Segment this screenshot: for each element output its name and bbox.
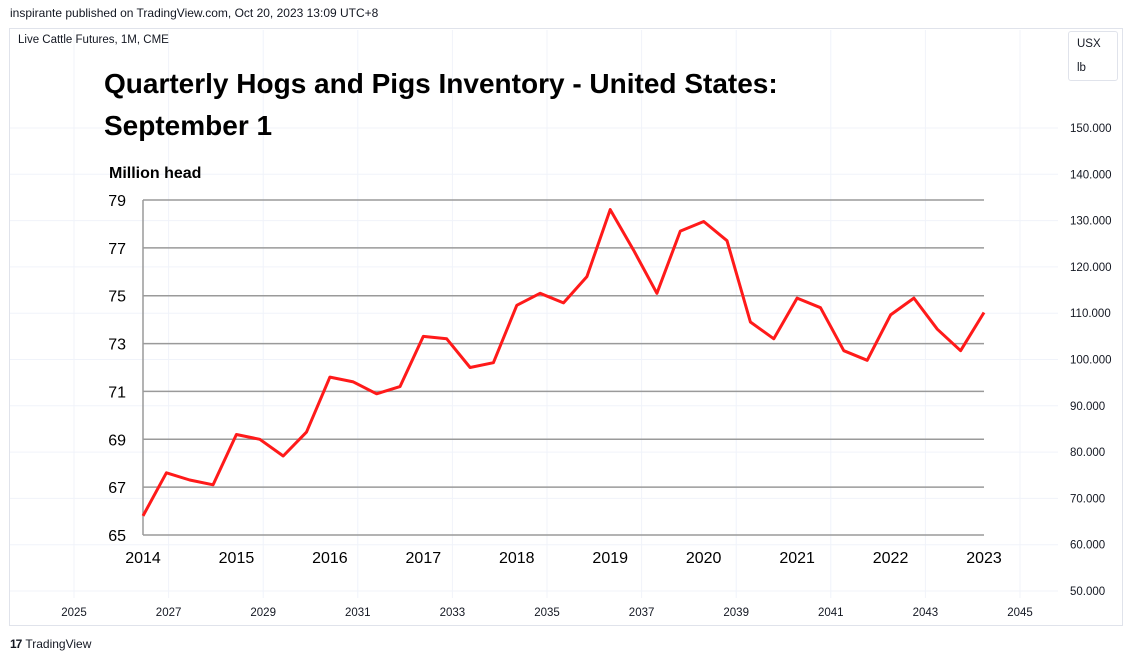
y-tick-label: 69 xyxy=(108,432,126,449)
x-tick-label: 2021 xyxy=(779,550,815,567)
x-axis-ticks: 2014 2015 2016 2017 2018 2019 2020 2021 2022 2023 xyxy=(125,550,1002,567)
tv-price-label: 120.000 xyxy=(1070,262,1112,274)
x-tick-label: 2018 xyxy=(499,550,535,567)
y-axis-ticks: 65 67 69 71 73 75 77 79 xyxy=(108,193,126,545)
tradingview-grid xyxy=(10,30,1058,598)
inventory-chart: Quarterly Hogs and Pigs Inventory - Unit… xyxy=(104,68,1002,567)
tv-price-label: 80.000 xyxy=(1070,447,1105,459)
tv-time-label: 2035 xyxy=(534,607,560,619)
x-tick-label: 2016 xyxy=(312,550,348,567)
y-tick-label: 73 xyxy=(108,337,126,354)
series-line xyxy=(141,208,986,517)
x-tick-label: 2022 xyxy=(873,550,909,567)
x-tick-label: 2019 xyxy=(592,550,628,567)
symbol-legend[interactable]: Live Cattle Futures, 1M, CME xyxy=(18,34,169,46)
chart-frame[interactable] xyxy=(9,28,1123,626)
tv-price-label: 150.000 xyxy=(1070,123,1112,135)
tradingview-time-axis: 2025 2027 2029 2031 2033 2035 2037 2039 2041 2043… xyxy=(61,607,1033,619)
x-tick-label: 2014 xyxy=(125,550,161,567)
y-tick-label: 67 xyxy=(108,480,126,497)
unit-selector[interactable]: USX lb xyxy=(1068,31,1118,81)
tv-time-label: 2041 xyxy=(818,607,844,619)
tv-time-label: 2043 xyxy=(913,607,939,619)
tv-price-label: 100.000 xyxy=(1070,355,1112,367)
tv-time-label: 2027 xyxy=(156,607,182,619)
tv-time-label: 2025 xyxy=(61,607,87,619)
y-axis-label: Million head xyxy=(109,165,201,182)
tv-price-label: 70.000 xyxy=(1070,493,1105,505)
measure-unit[interactable]: lb xyxy=(1077,62,1086,74)
y-tick-label: 79 xyxy=(108,193,126,210)
tv-time-label: 2033 xyxy=(440,607,466,619)
y-tick-label: 75 xyxy=(108,289,126,306)
y-tick-label: 65 xyxy=(108,528,126,545)
tv-price-label: 50.000 xyxy=(1070,586,1105,598)
tradingview-footer[interactable]: 17 TradingView xyxy=(10,637,91,651)
tradingview-brand: TradingView xyxy=(25,637,92,651)
tv-price-label: 90.000 xyxy=(1070,401,1105,413)
chart-title-line-1: Quarterly Hogs and Pigs Inventory - Unit… xyxy=(104,68,778,99)
tv-time-label: 2037 xyxy=(629,607,655,619)
tv-time-label: 2039 xyxy=(723,607,749,619)
y-tick-label: 71 xyxy=(108,384,126,401)
tv-price-label: 60.000 xyxy=(1070,540,1105,552)
publish-header: inspirante published on TradingView.com,… xyxy=(10,6,379,20)
tv-price-label: 130.000 xyxy=(1070,216,1112,228)
tv-time-label: 2029 xyxy=(250,607,276,619)
tv-time-label: 2031 xyxy=(345,607,371,619)
x-tick-label: 2023 xyxy=(966,550,1002,567)
tv-time-label: 2045 xyxy=(1007,607,1033,619)
x-tick-label: 2020 xyxy=(686,550,722,567)
x-tick-label: 2015 xyxy=(219,550,255,567)
tradingview-logo-icon: 17 xyxy=(10,637,22,651)
series-layer xyxy=(141,208,986,517)
tv-price-label: 110.000 xyxy=(1070,308,1111,320)
currency-unit[interactable]: USX xyxy=(1077,38,1101,50)
tradingview-price-axis: 150.000 140.000 130.000 120.000 110.000 100.0… xyxy=(1070,123,1112,598)
y-tick-label: 77 xyxy=(108,241,126,258)
tv-price-label: 140.000 xyxy=(1070,169,1112,181)
chart-title-line-2: September 1 xyxy=(104,110,272,141)
x-tick-label: 2017 xyxy=(406,550,442,567)
chart-gridlines xyxy=(142,199,984,536)
